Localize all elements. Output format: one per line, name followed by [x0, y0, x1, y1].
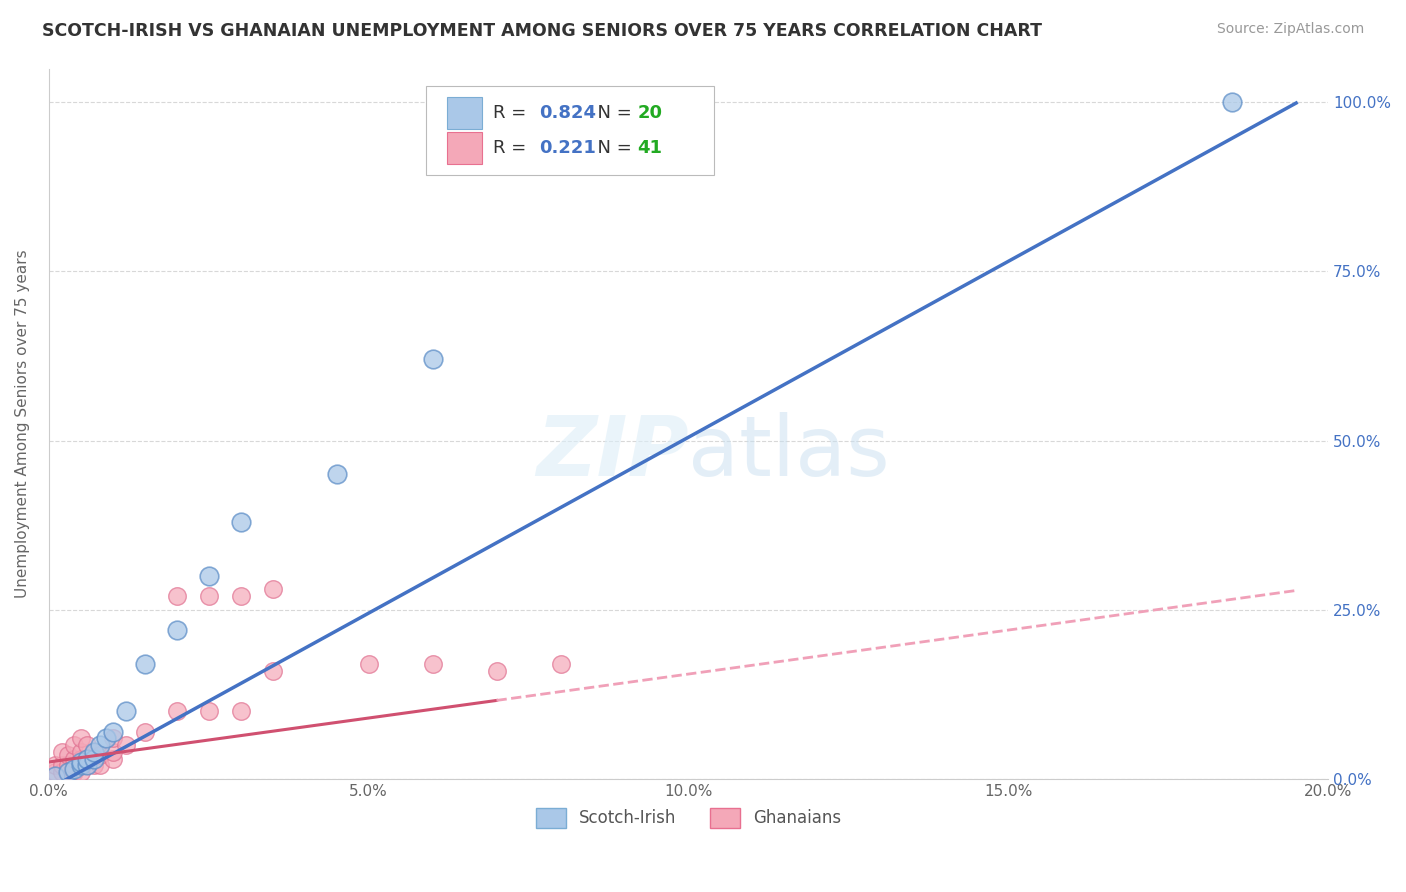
Text: N =: N =	[586, 104, 637, 122]
Point	[101, 731, 124, 746]
Text: 20: 20	[637, 104, 662, 122]
Point	[89, 748, 111, 763]
Point	[69, 758, 91, 772]
Point	[44, 765, 66, 780]
Text: 0.221: 0.221	[538, 139, 596, 157]
Point	[44, 758, 66, 772]
Point	[51, 745, 73, 759]
Point	[101, 724, 124, 739]
Point	[1220, 95, 1243, 110]
Point	[76, 751, 98, 765]
Point	[56, 765, 79, 780]
Point	[63, 762, 86, 776]
Point	[262, 582, 284, 597]
Text: 41: 41	[637, 139, 662, 157]
Point	[422, 352, 444, 367]
Point	[166, 623, 188, 637]
Point	[197, 569, 219, 583]
Point	[56, 748, 79, 763]
Point	[134, 724, 156, 739]
Point	[166, 704, 188, 718]
Point	[357, 657, 380, 671]
Point	[51, 758, 73, 772]
Point	[63, 751, 86, 765]
Point	[166, 589, 188, 603]
Point	[76, 751, 98, 765]
FancyBboxPatch shape	[426, 87, 714, 175]
Point	[63, 765, 86, 780]
Point	[229, 704, 252, 718]
Point	[63, 758, 86, 772]
Y-axis label: Unemployment Among Seniors over 75 years: Unemployment Among Seniors over 75 years	[15, 250, 30, 598]
Point	[56, 765, 79, 780]
Point	[44, 768, 66, 782]
Point	[69, 751, 91, 765]
Text: N =: N =	[586, 139, 637, 157]
Text: Source: ZipAtlas.com: Source: ZipAtlas.com	[1216, 22, 1364, 37]
Point	[83, 745, 105, 759]
Point	[69, 758, 91, 772]
Point	[89, 758, 111, 772]
Point	[76, 738, 98, 752]
Point	[51, 765, 73, 780]
Text: R =: R =	[492, 139, 531, 157]
Point	[550, 657, 572, 671]
Point	[83, 758, 105, 772]
Point	[197, 589, 219, 603]
Text: atlas: atlas	[689, 411, 890, 492]
Point	[325, 467, 347, 482]
Point	[101, 751, 124, 765]
Point	[96, 731, 118, 746]
Text: ZIP: ZIP	[536, 411, 689, 492]
Point	[76, 758, 98, 772]
Point	[63, 738, 86, 752]
Point	[56, 758, 79, 772]
Point	[114, 704, 136, 718]
Point	[89, 738, 111, 752]
FancyBboxPatch shape	[447, 132, 482, 164]
Point	[69, 745, 91, 759]
Point	[422, 657, 444, 671]
Point	[83, 745, 105, 759]
Point	[197, 704, 219, 718]
Text: SCOTCH-IRISH VS GHANAIAN UNEMPLOYMENT AMONG SENIORS OVER 75 YEARS CORRELATION CH: SCOTCH-IRISH VS GHANAIAN UNEMPLOYMENT AM…	[42, 22, 1042, 40]
Point	[114, 738, 136, 752]
FancyBboxPatch shape	[447, 97, 482, 129]
Point	[229, 515, 252, 529]
Text: R =: R =	[492, 104, 531, 122]
Point	[69, 765, 91, 780]
Point	[485, 664, 508, 678]
Point	[262, 664, 284, 678]
Point	[69, 731, 91, 746]
Point	[101, 745, 124, 759]
Text: 0.824: 0.824	[538, 104, 596, 122]
Point	[76, 758, 98, 772]
Point	[83, 751, 105, 765]
Legend: Scotch-Irish, Ghanaians: Scotch-Irish, Ghanaians	[529, 801, 848, 835]
Point	[69, 755, 91, 769]
Point	[134, 657, 156, 671]
Point	[229, 589, 252, 603]
